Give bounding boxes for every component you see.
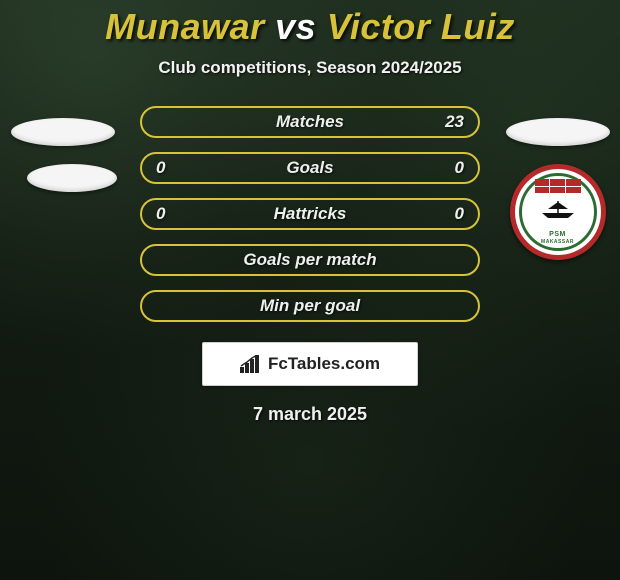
- stat-row-hattricks: 0 Hattricks 0: [140, 198, 480, 230]
- brand-text: FcTables.com: [268, 354, 380, 374]
- title-player-left: Munawar: [105, 6, 265, 47]
- stat-right-value: 0: [444, 158, 464, 178]
- comparison-card: Munawar vs Victor Luiz Club competitions…: [0, 0, 620, 580]
- stat-left-value: 0: [156, 204, 176, 224]
- club-badge-psm: PSM MAKASSAR: [510, 164, 606, 260]
- stat-right-value: 0: [444, 204, 464, 224]
- badge-bricks-icon: [535, 179, 581, 193]
- stat-label: Matches: [142, 112, 478, 132]
- brand-bars-icon: [240, 355, 262, 373]
- footer-date: 7 march 2025: [253, 404, 367, 425]
- stat-left-value: 0: [156, 158, 176, 178]
- stat-row-goals-per-match: Goals per match: [140, 244, 480, 276]
- badge-ship-icon: [538, 199, 578, 219]
- avatar-placeholder: [506, 118, 610, 146]
- title-player-right: Victor Luiz: [327, 6, 515, 47]
- stat-label: Goals per match: [142, 250, 478, 270]
- right-player-column: PSM MAKASSAR: [495, 118, 620, 260]
- stat-row-goals: 0 Goals 0: [140, 152, 480, 184]
- left-player-column: [0, 118, 125, 192]
- avatar-placeholder: [11, 118, 115, 146]
- stat-row-matches: Matches 23: [140, 106, 480, 138]
- page-title: Munawar vs Victor Luiz: [105, 6, 515, 48]
- stat-row-min-per-goal: Min per goal: [140, 290, 480, 322]
- stat-label: Min per goal: [142, 296, 478, 316]
- badge-text: PSM MAKASSAR: [541, 231, 574, 245]
- brand-box[interactable]: FcTables.com: [202, 342, 418, 386]
- badge-text-bottom: MAKASSAR: [541, 239, 574, 245]
- title-vs: vs: [275, 6, 316, 47]
- stat-label: Hattricks: [142, 204, 478, 224]
- subtitle: Club competitions, Season 2024/2025: [158, 58, 461, 78]
- stat-label: Goals: [142, 158, 478, 178]
- stat-right-value: 23: [444, 112, 464, 132]
- badge-text-top: PSM: [549, 231, 566, 238]
- avatar-placeholder: [27, 164, 117, 192]
